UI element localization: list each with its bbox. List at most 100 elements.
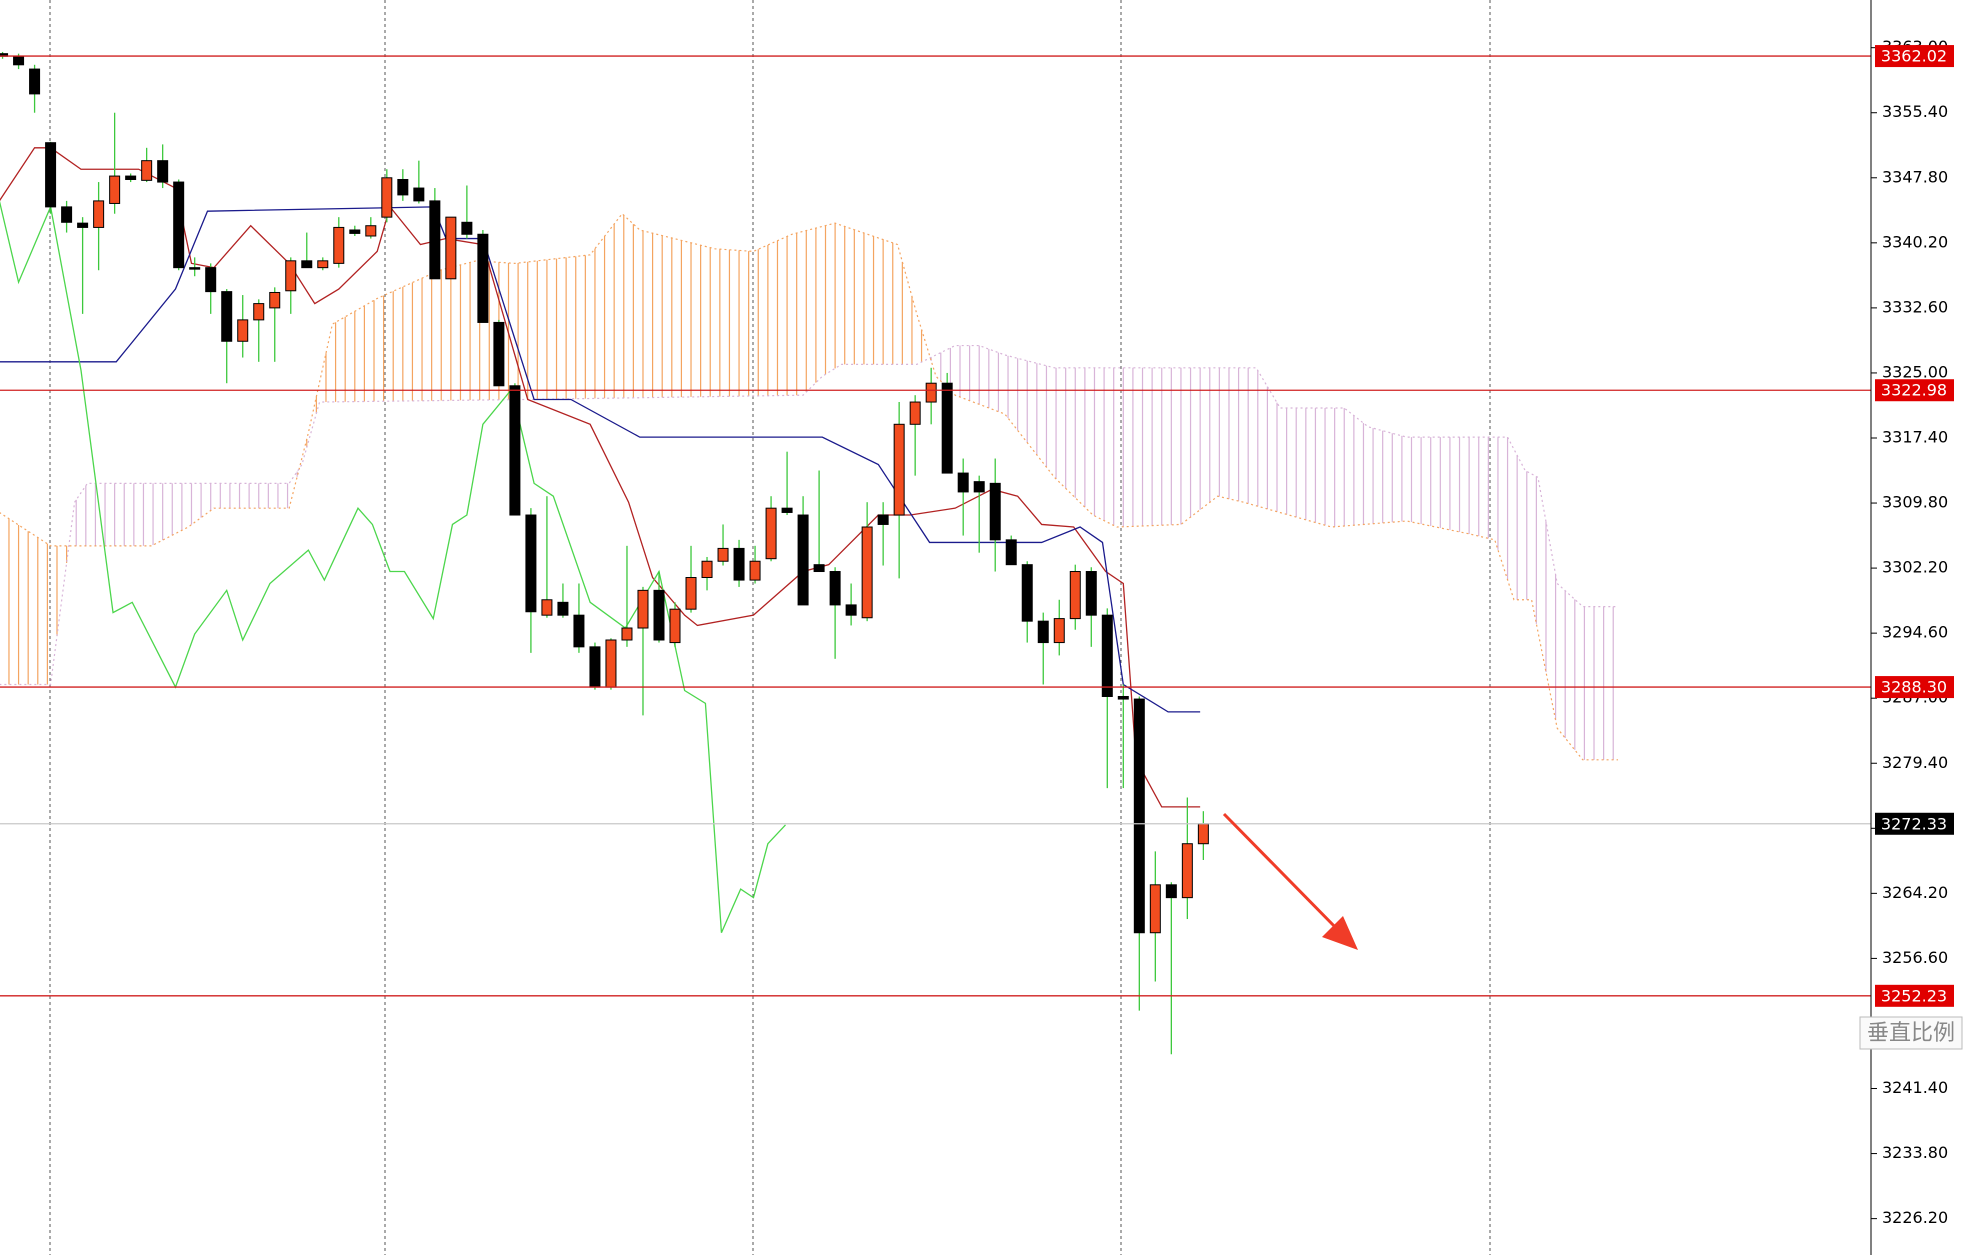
candle-body xyxy=(733,547,745,581)
candle-body xyxy=(957,472,969,493)
candle-body xyxy=(845,604,857,616)
candle-body xyxy=(1197,823,1209,845)
candle-body xyxy=(525,514,537,613)
candle-body xyxy=(61,206,73,223)
candle-body xyxy=(349,229,361,234)
price-label: 3322.98 xyxy=(1881,381,1947,400)
candle-body xyxy=(93,200,105,228)
candle-body xyxy=(269,291,281,309)
candle-body xyxy=(1069,571,1081,620)
candle-body xyxy=(45,142,57,208)
candle-body xyxy=(365,225,377,237)
y-tick-label: 3241.40 xyxy=(1882,1078,1948,1097)
y-tick-label: 3355.40 xyxy=(1882,102,1948,121)
candle-body xyxy=(461,221,473,235)
y-tick-label: 3332.60 xyxy=(1882,297,1948,316)
y-tick-label: 3264.20 xyxy=(1882,883,1948,902)
candle-body xyxy=(157,160,169,183)
candle-body xyxy=(621,627,633,641)
y-tick-label: 3294.60 xyxy=(1882,623,1948,642)
candle-body xyxy=(925,382,937,403)
candle-body xyxy=(685,577,697,610)
price-label-box xyxy=(1875,45,1954,68)
button-label[interactable]: 垂直比例 xyxy=(1867,1021,1955,1046)
candle-body xyxy=(29,68,41,95)
cloud xyxy=(0,212,1619,761)
candle-body xyxy=(765,507,777,560)
candle-body xyxy=(1085,571,1097,616)
candle-body xyxy=(397,178,409,196)
candle-body xyxy=(1117,695,1129,700)
candle-body xyxy=(109,175,121,204)
y-tick-label: 3317.40 xyxy=(1882,427,1948,446)
price-label-box xyxy=(1875,984,1954,1007)
candle-body xyxy=(605,639,617,688)
candle-body xyxy=(557,601,569,616)
candle-body xyxy=(141,160,153,181)
candle-body xyxy=(637,589,649,629)
candle-body xyxy=(221,291,233,342)
candle-body xyxy=(125,175,137,180)
candle-body xyxy=(1133,698,1145,934)
candle-body xyxy=(1165,884,1177,899)
candle-body xyxy=(541,599,553,616)
candle-body xyxy=(301,260,313,269)
candle-body xyxy=(429,200,441,280)
candle-body xyxy=(941,382,953,474)
y-tick-label: 3325.00 xyxy=(1882,362,1948,381)
candle-body xyxy=(1037,620,1049,644)
candle-body xyxy=(77,222,89,228)
scale-button[interactable]: 垂直比例 xyxy=(1859,1016,1963,1050)
candle-body xyxy=(333,226,345,264)
candle-body xyxy=(829,571,841,606)
candle-body xyxy=(445,216,457,280)
indicator-line xyxy=(0,206,1201,713)
arrow-shaft xyxy=(1222,812,1342,934)
candle-body xyxy=(781,507,793,513)
candle-body xyxy=(589,646,601,688)
candle-body xyxy=(1005,539,1017,566)
button-frame[interactable] xyxy=(1859,1016,1963,1050)
candle-body xyxy=(1181,843,1193,899)
y-tick-label: 3309.80 xyxy=(1882,493,1948,512)
candle-body xyxy=(285,260,297,292)
candle-body xyxy=(749,560,761,581)
candle-body xyxy=(573,614,585,648)
candle-body xyxy=(861,526,873,619)
candle-body xyxy=(189,267,201,270)
candle-body xyxy=(381,177,393,218)
y-tick-label: 3302.20 xyxy=(1882,558,1948,577)
candle-body xyxy=(477,233,489,323)
candle-body xyxy=(493,321,505,387)
y-tick-label: 3256.60 xyxy=(1882,948,1948,967)
candle-body xyxy=(13,55,25,66)
price-label: 3288.30 xyxy=(1881,678,1947,697)
y-tick-label: 3279.40 xyxy=(1882,753,1948,772)
candle-body xyxy=(1101,614,1113,697)
separators xyxy=(49,0,1491,1255)
arrow-annotation xyxy=(1222,812,1358,950)
candle-body xyxy=(205,267,217,293)
candle-body xyxy=(909,401,921,425)
indicator-line xyxy=(0,200,786,933)
price-label: 3252.23 xyxy=(1881,986,1947,1005)
candle-body xyxy=(989,482,1001,541)
cloud-span xyxy=(0,344,1619,686)
candle-body xyxy=(509,385,521,516)
candle-body xyxy=(877,514,889,525)
candle-body xyxy=(701,560,713,579)
price-labels: 3362.02 3322.98 3288.30 3252.23 3272.33 xyxy=(1875,45,1954,1007)
candle-body xyxy=(893,423,905,516)
candle-body xyxy=(973,481,985,493)
candle-body xyxy=(797,514,809,606)
candle-body xyxy=(1149,884,1161,934)
y-tick-label: 3226.20 xyxy=(1882,1208,1948,1227)
y-tick-label: 3340.20 xyxy=(1882,232,1948,251)
arrow-head xyxy=(1322,916,1358,950)
candle-body xyxy=(413,187,425,202)
price-label-box xyxy=(1875,812,1954,835)
candle-body xyxy=(317,260,329,269)
price-label-box xyxy=(1875,676,1954,699)
